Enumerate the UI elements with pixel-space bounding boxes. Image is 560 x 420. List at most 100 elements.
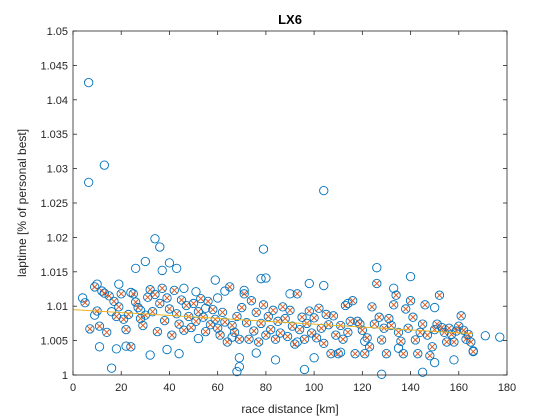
data-point-ring bbox=[449, 337, 459, 347]
data-point-ring bbox=[222, 337, 232, 347]
cross-stroke bbox=[385, 315, 392, 322]
data-point-circle-x bbox=[326, 349, 336, 359]
data-point-circle bbox=[258, 244, 269, 254]
data-point-circle-x bbox=[292, 289, 302, 299]
x-tick-label: 20 bbox=[115, 382, 127, 394]
data-point-circle bbox=[140, 256, 150, 267]
y-tick-label: 1.04 bbox=[47, 95, 68, 107]
cross-stroke bbox=[323, 311, 330, 318]
data-point-circle-x bbox=[364, 342, 375, 352]
data-point-circle-x bbox=[200, 327, 211, 337]
cross-stroke bbox=[180, 327, 187, 334]
data-point-ring bbox=[328, 311, 339, 321]
data-point-circle bbox=[174, 349, 184, 359]
data-point-circle bbox=[131, 263, 141, 274]
cross-stroke bbox=[318, 325, 325, 332]
cross-stroke bbox=[214, 325, 221, 332]
data-point-circle-x bbox=[208, 304, 218, 315]
data-point-circle-x bbox=[85, 324, 95, 334]
data-point-circle bbox=[372, 263, 382, 273]
data-point-ring bbox=[381, 349, 392, 359]
cross-stroke bbox=[115, 303, 122, 310]
cross-stroke bbox=[284, 333, 291, 340]
cross-stroke bbox=[296, 326, 303, 333]
data-point-circle bbox=[304, 278, 314, 289]
cross-stroke bbox=[132, 299, 139, 305]
data-point-ring bbox=[241, 318, 252, 328]
cross-stroke bbox=[316, 305, 322, 312]
cross-stroke bbox=[279, 303, 286, 310]
data-point-circle-x bbox=[282, 331, 293, 342]
cross-stroke bbox=[149, 308, 156, 315]
cross-stroke bbox=[366, 343, 373, 350]
data-point-ring bbox=[237, 302, 247, 313]
cross-stroke bbox=[142, 312, 149, 319]
cross-stroke bbox=[238, 304, 245, 311]
cross-stroke bbox=[332, 332, 339, 339]
data-point-circle bbox=[376, 369, 387, 379]
data-point-ring bbox=[172, 309, 182, 319]
cross-stroke bbox=[424, 332, 431, 339]
data-point-circle-x bbox=[237, 302, 247, 313]
data-point-circle-x bbox=[159, 315, 170, 326]
data-point-circle-x bbox=[263, 311, 273, 322]
data-point-circle bbox=[77, 293, 88, 303]
data-point-circle bbox=[94, 342, 105, 352]
y-tick-label: 1.045 bbox=[40, 60, 68, 72]
data-point-circle bbox=[232, 366, 242, 377]
cross-stroke bbox=[118, 290, 125, 297]
cross-stroke bbox=[388, 322, 395, 329]
data-point-circle bbox=[179, 283, 189, 293]
data-point-ring bbox=[360, 349, 370, 359]
cross-stroke bbox=[246, 336, 252, 343]
data-point-ring bbox=[294, 324, 305, 335]
cross-stroke bbox=[407, 297, 414, 304]
data-point-circle-x bbox=[188, 298, 199, 309]
data-point-ring bbox=[357, 325, 367, 335]
data-point-ring bbox=[157, 283, 167, 293]
data-point-ring bbox=[126, 342, 136, 352]
cross-stroke bbox=[438, 324, 445, 331]
data-point-circle-x bbox=[319, 338, 329, 349]
cross-stroke bbox=[344, 329, 351, 336]
cross-stroke bbox=[231, 329, 238, 336]
data-point-ring bbox=[181, 300, 191, 311]
data-point-ring bbox=[232, 311, 242, 322]
cross-stroke bbox=[234, 313, 240, 320]
data-point-circle bbox=[227, 332, 237, 342]
data-point-ring bbox=[99, 288, 109, 298]
cross-stroke bbox=[207, 321, 214, 328]
data-point-ring bbox=[239, 289, 249, 299]
data-point-ring bbox=[152, 327, 163, 337]
data-point-ring bbox=[254, 337, 264, 347]
data-point-ring bbox=[114, 302, 124, 312]
data-point-circle-x bbox=[210, 314, 220, 324]
data-point-ring bbox=[403, 323, 413, 333]
data-point-circle bbox=[405, 271, 416, 282]
cross-stroke bbox=[267, 326, 274, 333]
data-point-circle bbox=[193, 333, 204, 344]
data-point-circle bbox=[360, 336, 370, 346]
cross-stroke bbox=[202, 328, 209, 335]
data-point-ring bbox=[80, 298, 90, 308]
data-point-ring bbox=[256, 318, 266, 329]
data-point-circle-x bbox=[254, 337, 264, 347]
cross-stroke bbox=[144, 294, 151, 301]
data-point-ring bbox=[389, 300, 399, 310]
data-point-circle-x bbox=[222, 337, 232, 347]
cross-stroke bbox=[178, 297, 185, 303]
x-tick-label: 0 bbox=[70, 382, 76, 394]
cross-stroke bbox=[393, 292, 400, 299]
cross-stroke bbox=[275, 318, 281, 325]
data-point-circle-x bbox=[232, 311, 242, 322]
data-point-circle bbox=[285, 289, 295, 299]
data-point-ring bbox=[468, 346, 478, 357]
cross-stroke bbox=[226, 284, 233, 290]
data-point-circle-x bbox=[268, 305, 278, 315]
cross-stroke bbox=[209, 306, 216, 313]
data-point-circle bbox=[172, 263, 182, 274]
data-point-ring bbox=[408, 312, 418, 322]
data-point-circle bbox=[449, 355, 459, 365]
cross-stroke bbox=[168, 332, 175, 339]
cross-stroke bbox=[176, 321, 183, 328]
